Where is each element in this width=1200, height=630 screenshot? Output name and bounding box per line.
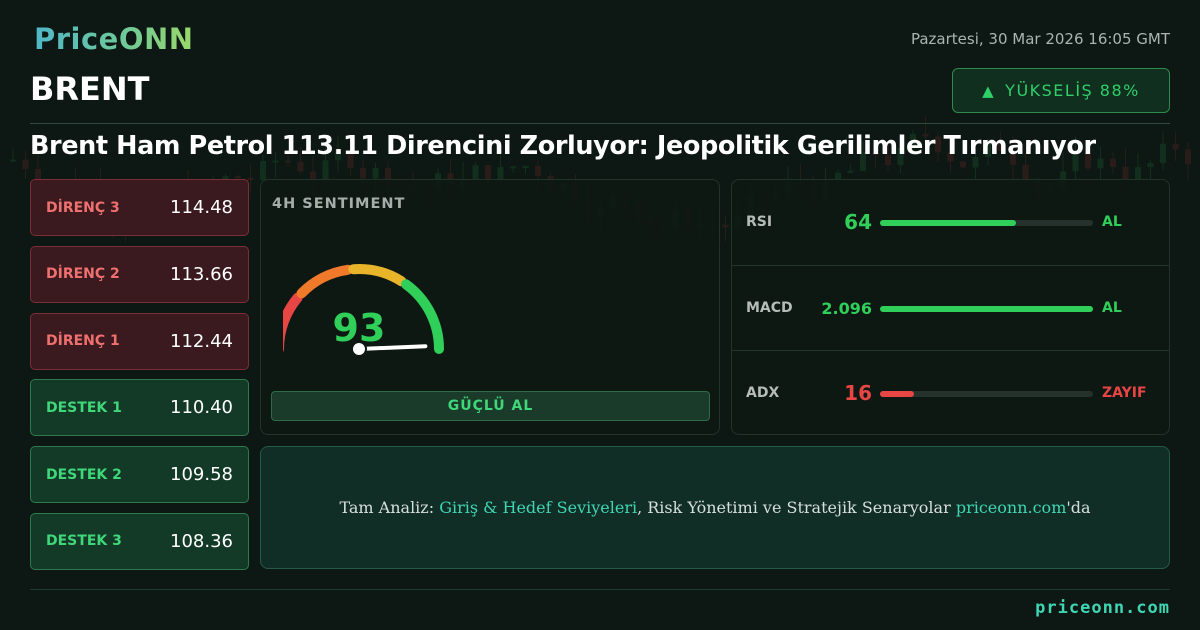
level-support-3: DESTEK 3 108.36 <box>30 512 249 570</box>
full-analysis-cta[interactable]: Tam Analiz: Giriş & Hedef Seviyeleri , R… <box>260 446 1170 569</box>
levels-list: DİRENÇ 3 114.48 DİRENÇ 2 113.66 DİRENÇ 1… <box>30 179 249 580</box>
header-divider <box>30 123 1170 124</box>
cta-middle: , Risk Yönetimi ve Stratejik Senaryolar <box>637 498 956 517</box>
indicator-value: 2.096 <box>821 299 872 318</box>
trend-badge: ▲ YÜKSELİŞ 88% <box>952 68 1170 113</box>
background-candle-body <box>722 224 729 228</box>
background-candle-body <box>535 166 541 177</box>
background-candle-body <box>1185 149 1191 164</box>
footer-site-link[interactable]: priceonn.com <box>1035 598 1170 618</box>
gauge-arc-yellow <box>348 264 407 287</box>
background-candle-body <box>260 161 266 181</box>
cta-site-link[interactable]: priceonn.com <box>955 498 1067 517</box>
sentiment-title: 4H SENTIMENT <box>272 196 406 212</box>
sentiment-gauge: 93 <box>283 264 444 357</box>
indicator-signal: AL <box>1102 214 1122 230</box>
background-candle-body <box>522 166 529 169</box>
indicator-name: ADX <box>746 385 780 401</box>
background-candle-body <box>372 168 379 179</box>
indicator-row-macd: MACD 2.096 AL <box>732 265 1169 350</box>
level-support-1: DESTEK 1 110.40 <box>30 379 249 437</box>
brand-logo[interactable]: PriceONN <box>34 22 194 56</box>
level-value: 110.40 <box>170 397 233 419</box>
headline: Brent Ham Petrol 113.11 Direncini Zorluy… <box>30 131 1096 161</box>
level-resistance-2: DİRENÇ 2 113.66 <box>30 245 249 303</box>
indicator-fill <box>880 220 1017 226</box>
background-candle-body <box>235 176 241 179</box>
sentiment-signal-button[interactable]: GÜÇLÜ AL <box>271 391 710 421</box>
background-candle-body <box>297 161 304 172</box>
background-candle-body <box>1172 143 1179 150</box>
background-candle-body <box>360 167 366 179</box>
indicator-row-rsi: RSI 64 AL <box>732 180 1169 265</box>
background-candle-body <box>10 159 16 162</box>
indicators-panel: RSI 64 AL MACD 2.096 AL ADX 16 ZAYIF <box>731 179 1170 435</box>
indicator-track <box>880 391 1093 397</box>
background-candle-body <box>1147 162 1154 168</box>
background-candle-body <box>1135 167 1141 180</box>
gauge-needle <box>357 344 428 351</box>
indicator-name: MACD <box>746 300 793 316</box>
level-value: 113.66 <box>170 263 233 285</box>
level-label: DİRENÇ 1 <box>46 333 120 350</box>
footer-divider <box>30 589 1170 590</box>
cta-prefix: Tam Analiz: <box>339 498 440 517</box>
sentiment-panel: 4H SENTIMENT 93 GÜÇLÜ AL <box>260 179 720 435</box>
datetime-label: Pazartesi, 30 Mar 2026 16:05 GMT <box>910 30 1170 48</box>
level-label: DESTEK 1 <box>46 399 122 416</box>
background-candle-body <box>1122 166 1129 180</box>
cta-highlight: Giriş & Hedef Seviyeleri <box>439 498 638 517</box>
level-label: DİRENÇ 3 <box>46 199 120 216</box>
background-candle-body <box>960 161 966 168</box>
level-value: 108.36 <box>170 530 233 552</box>
symbol-title: BRENT <box>30 70 150 108</box>
indicator-fill <box>880 306 1093 312</box>
level-value: 109.58 <box>170 464 233 486</box>
indicator-track <box>880 306 1093 312</box>
indicator-fill <box>880 391 915 397</box>
indicator-signal: ZAYIF <box>1102 385 1147 401</box>
level-support-2: DESTEK 2 109.58 <box>30 446 249 504</box>
level-label: DESTEK 2 <box>46 466 122 483</box>
level-resistance-3: DİRENÇ 3 114.48 <box>30 179 249 236</box>
gauge-arc-green <box>401 279 444 354</box>
indicator-name: RSI <box>746 214 773 230</box>
level-value: 114.48 <box>170 197 233 218</box>
indicator-value: 64 <box>844 210 872 234</box>
trend-label: YÜKSELİŞ 88% <box>1005 81 1140 100</box>
gauge-arc-red <box>283 292 303 352</box>
level-label: DESTEK 3 <box>46 533 122 550</box>
indicator-signal: AL <box>1102 300 1122 316</box>
indicator-row-adx: ADX 16 ZAYIF <box>732 350 1169 435</box>
gauge-pivot <box>351 341 367 357</box>
background-candle-body <box>472 165 479 180</box>
indicator-value: 16 <box>844 381 872 405</box>
background-candle-body <box>322 160 329 180</box>
level-resistance-1: DİRENÇ 1 112.44 <box>30 312 249 370</box>
indicator-track <box>880 220 1093 226</box>
level-label: DİRENÇ 2 <box>46 266 120 283</box>
level-value: 112.44 <box>170 330 233 352</box>
gauge-arc-orange <box>296 264 353 299</box>
background-candle-body <box>510 166 516 169</box>
background-candle-body <box>847 170 854 173</box>
background-candle-body <box>22 159 29 170</box>
cta-suffix: 'da <box>1066 498 1091 517</box>
up-arrow-icon: ▲ <box>982 81 996 100</box>
